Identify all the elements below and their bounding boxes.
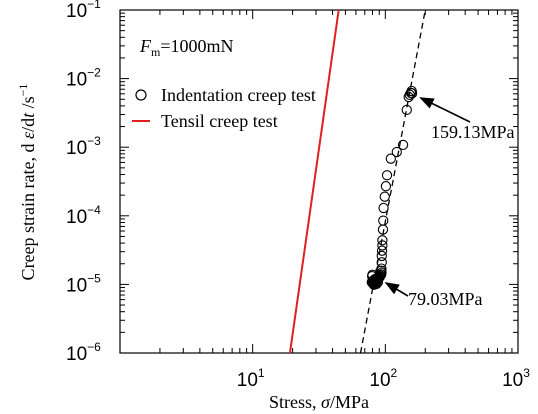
annotation-lower: 79.03MPa <box>386 283 483 309</box>
y-tick-label: 10−3 <box>66 134 101 159</box>
y-axis-label-text: Creep strain rate, d <box>18 139 38 280</box>
y-tick-label-base: 10 <box>66 70 87 91</box>
annotation-upper-label: 159.13MPa <box>431 122 515 142</box>
legend-label-tensile: Tensil creep test <box>161 111 278 131</box>
y-tick-label-exponent: −5 <box>87 271 101 285</box>
x-tick-label-base: 10 <box>237 370 258 391</box>
y-tick-label-base: 10 <box>66 344 87 365</box>
x-axis-label-text: Stress, <box>269 392 321 412</box>
y-axis-label-exponent: −1 <box>16 84 30 97</box>
x-tick-label-exponent: 1 <box>258 366 265 380</box>
x-tick-label-base: 10 <box>369 370 390 391</box>
y-tick-label: 10−6 <box>66 340 101 365</box>
y-tick-label-exponent: −1 <box>87 0 101 11</box>
y-tick-label-base: 10 <box>66 1 87 22</box>
tensile-creep-line <box>290 10 339 353</box>
indentation-point <box>379 216 388 225</box>
annotation-lower-label: 79.03MPa <box>408 289 483 309</box>
y-tick-label: 10−1 <box>66 0 101 22</box>
y-tick-label-base: 10 <box>66 275 87 296</box>
legend: Indentation creep test Tensil creep test <box>132 85 316 131</box>
annotation-lower-arrow <box>386 283 408 296</box>
data-points <box>367 86 417 289</box>
y-axis-label-unit: /s <box>18 96 38 113</box>
y-tick-label-exponent: −2 <box>87 66 101 80</box>
y-axis-label: Creep strain rate, d ε/dt /s−1 <box>16 84 38 281</box>
indentation-point <box>380 192 389 201</box>
indentation-point <box>381 182 390 191</box>
y-tick-label-base: 10 <box>66 207 87 228</box>
x-tick-label-exponent: 2 <box>391 366 398 380</box>
y-tick-label-base: 10 <box>66 138 87 159</box>
annotation-upper-arrow <box>421 98 470 122</box>
indentation-point <box>382 171 391 180</box>
y-tick-label-exponent: −3 <box>87 134 101 148</box>
condition-rest: =1000mN <box>160 36 233 56</box>
x-tick-label: 101 <box>237 366 265 391</box>
condition-label: Fm=1000mN <box>139 36 234 59</box>
legend-marker-circle <box>136 90 146 100</box>
annotation-upper: 159.13MPa <box>421 98 515 142</box>
series-lines <box>290 10 425 353</box>
indentation-point <box>378 241 387 250</box>
y-tick-label-exponent: −6 <box>87 340 101 354</box>
y-axis-label-d: /d <box>18 118 38 132</box>
x-axis-label-unit: /MPa <box>330 392 369 412</box>
y-tick-label: 10−4 <box>66 203 101 228</box>
y-tick-label: 10−5 <box>66 271 101 296</box>
legend-label-indentation: Indentation creep test <box>161 85 316 105</box>
x-axis-label: Stress, σ/MPa <box>269 392 369 412</box>
indentation-point <box>379 203 388 212</box>
y-tick-label-exponent: −4 <box>87 203 101 217</box>
y-tick-label: 10−2 <box>66 66 101 91</box>
x-tick-label: 102 <box>369 366 397 391</box>
x-tick-label-exponent: 3 <box>523 366 530 380</box>
x-tick-label: 103 <box>502 366 530 391</box>
x-tick-label-base: 10 <box>502 370 523 391</box>
